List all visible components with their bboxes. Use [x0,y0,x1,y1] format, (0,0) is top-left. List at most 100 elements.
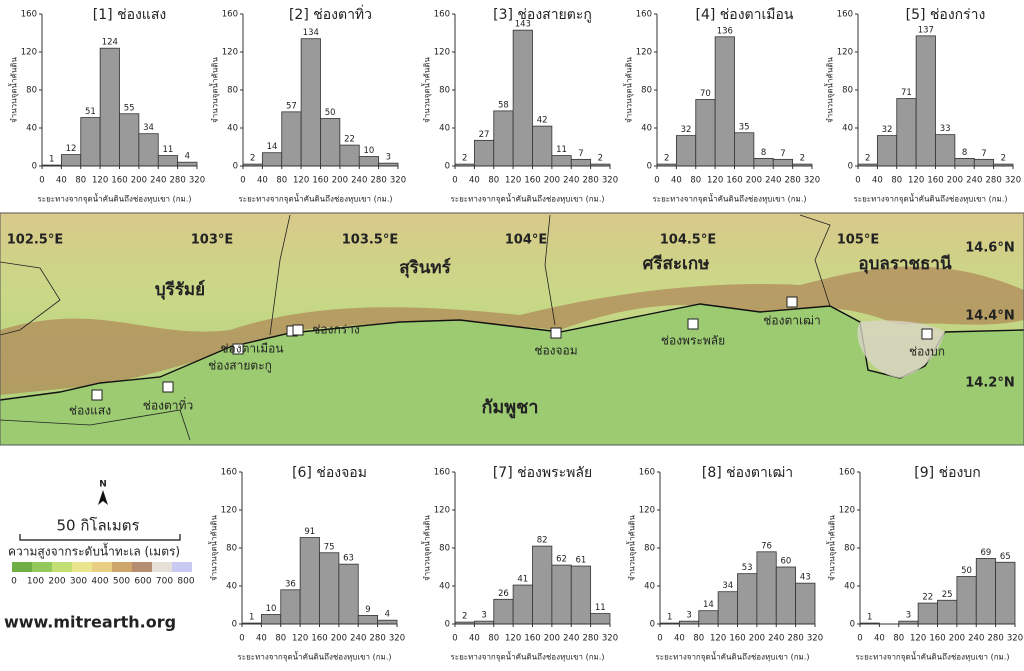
x-tick-label: 240 [966,176,982,186]
x-tick-label: 280 [583,634,599,644]
y-tick-label: 40 [842,124,853,134]
x-tick-label: 160 [111,176,127,186]
bar [775,566,797,625]
y-tick-label: 40 [227,124,238,134]
x-tick-label: 80 [693,634,704,644]
elevation-tick-label: 800 [177,577,194,587]
x-tick-label: 240 [150,176,166,186]
value-label: 137 [918,25,934,35]
x-axis-label: ระยะทางจากจุดน้ำคันดินถึงช่องหุบเขา (กม.… [238,651,392,662]
chart-title: [4] ช่องตาเมือน [696,7,794,23]
histogram: [9] ช่องบกจำนวนจุดน้ำคันดินระยะทางจากจุด… [826,465,1024,662]
x-axis-label: ระยะทางจากจุดน้ำคันดินถึงช่องหุบเขา (กม.… [451,193,605,204]
y-axis-label: จำนวนจุดน้ำคันดิน [421,57,432,123]
province-label: อุบลราชธานี [858,253,952,274]
value-label: 7 [780,149,785,159]
x-tick-label: 320 [189,176,205,186]
y-tick-label: 160 [434,468,450,478]
value-label: 61 [576,556,587,566]
x-tick-label: 0 [857,634,862,644]
bar [261,152,283,167]
elevation-tick-label: 300 [70,577,87,587]
x-tick-label: 200 [746,176,762,186]
scale-label: 50 กิโลเมตร [57,517,140,535]
y-tick-label: 160 [222,10,238,20]
pass-marker [232,343,244,355]
y-axis-label: จำนวนจุดน้ำคันดิน [826,515,837,581]
elevation-tick-label: 700 [156,577,173,587]
bar [260,614,282,625]
x-tick-label: 200 [331,634,347,644]
bar [935,134,956,167]
pass-label: ช่องกร่าง [312,323,360,337]
province-label: บุรีรัมย์ [155,279,205,300]
value-label: 76 [761,541,772,551]
value-label: 91 [304,527,315,537]
x-tick-label: 240 [563,634,579,644]
province-label: สุรินทร์ [399,257,451,278]
value-label: 2 [462,154,467,164]
x-axis-label: ระยะทางจากจุดน้ำคันดินถึงช่องหุบเขา (กม.… [38,193,192,204]
x-tick-label: 160 [524,634,540,644]
bar [975,558,997,625]
north-arrow [98,490,108,505]
value-label: 8 [761,148,766,158]
x-tick-label: 200 [947,176,963,186]
x-tick-label: 280 [371,176,387,186]
pass-label: ช่องสายตะกู [208,359,272,374]
y-tick-label: 40 [26,124,37,134]
value-label: 65 [1000,552,1011,562]
y-axis-label: จำนวนจุดน้ำคันดิน [623,57,634,123]
y-tick-label: 0 [232,620,237,630]
value-label: 36 [285,579,296,589]
bar [532,125,553,167]
elevation-tick-label: 400 [91,577,108,587]
value-label: 11 [163,145,174,155]
value-label: 32 [681,125,692,135]
x-tick-label: 40 [56,176,67,186]
value-label: 124 [102,38,118,48]
longitude-label: 105°E [837,233,880,248]
histogram: [6] ช่องจอมจำนวนจุดน้ำคันดินระยะทางจากจุ… [208,465,406,662]
x-tick-label: 120 [292,634,308,644]
value-label: 136 [717,26,733,36]
value-label: 2 [664,154,669,164]
bar [756,551,777,625]
y-tick-label: 80 [644,544,655,554]
value-label: 32 [882,125,893,135]
longitude-label: 104.5°E [660,233,717,248]
elevation-tick-label: 200 [48,577,65,587]
value-label: 3 [386,153,391,163]
elevation-tick-label: 600 [134,577,151,587]
x-tick-label: 320 [804,176,820,186]
y-tick-label: 120 [21,48,37,58]
value-label: 11 [595,603,606,613]
value-label: 10 [266,604,277,614]
chart-title: [5] ช่องกร่าง [906,7,986,23]
y-axis-label: จำนวนจุดน้ำคันดิน [421,515,432,581]
x-tick-label: 160 [311,634,327,644]
value-label: 63 [343,554,354,564]
value-label: 58 [498,100,509,110]
bar [177,161,198,167]
bar [493,598,514,625]
x-tick-label: 160 [729,634,745,644]
pass-label: ช่องแสง [69,404,111,418]
x-tick-label: 240 [563,176,579,186]
x-tick-label: 80 [893,634,904,644]
value-label: 35 [739,122,750,132]
bar [300,38,321,167]
x-tick-label: 160 [929,634,945,644]
x-tick-label: 0 [239,634,244,644]
x-tick-label: 40 [469,634,480,644]
bar [876,135,898,167]
y-tick-label: 40 [844,582,855,592]
x-tick-label: 120 [92,176,108,186]
bar [138,133,159,167]
elevation-swatch [92,562,112,572]
value-label: 71 [901,88,912,98]
value-label: 134 [303,28,319,38]
bar [973,158,995,167]
bar [717,591,738,625]
y-axis-label: จำนวนจุดน้ำคันดิน [208,515,219,581]
